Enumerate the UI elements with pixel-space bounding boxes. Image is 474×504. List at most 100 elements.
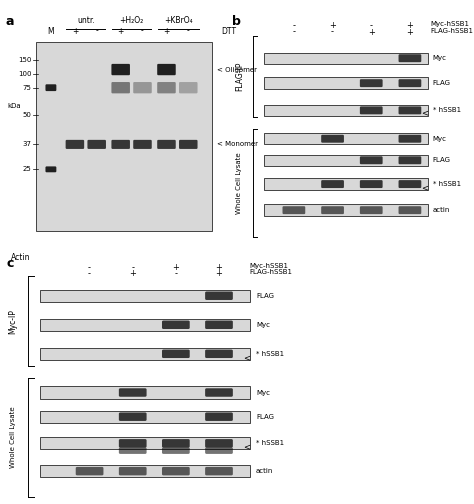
Text: 150: 150 bbox=[18, 57, 31, 64]
Bar bbox=[264, 205, 428, 216]
FancyBboxPatch shape bbox=[205, 439, 233, 448]
FancyBboxPatch shape bbox=[205, 412, 233, 421]
Text: FLAG: FLAG bbox=[256, 414, 274, 420]
FancyBboxPatch shape bbox=[360, 180, 383, 188]
Text: Myc: Myc bbox=[433, 55, 447, 61]
Text: +: + bbox=[216, 263, 222, 272]
Bar bbox=[40, 319, 250, 331]
Text: -: - bbox=[331, 28, 334, 37]
Bar bbox=[264, 133, 428, 145]
Text: < Oligomer: < Oligomer bbox=[217, 67, 256, 73]
FancyBboxPatch shape bbox=[399, 180, 421, 188]
FancyBboxPatch shape bbox=[111, 254, 130, 262]
Text: < Monomer: < Monomer bbox=[217, 142, 257, 147]
FancyBboxPatch shape bbox=[87, 140, 106, 149]
Text: <: < bbox=[243, 443, 250, 452]
FancyBboxPatch shape bbox=[321, 206, 344, 214]
Text: -: - bbox=[88, 269, 91, 278]
FancyBboxPatch shape bbox=[179, 140, 198, 149]
Bar bbox=[40, 290, 250, 302]
FancyBboxPatch shape bbox=[205, 350, 233, 358]
FancyBboxPatch shape bbox=[179, 254, 198, 262]
FancyBboxPatch shape bbox=[399, 135, 421, 143]
FancyBboxPatch shape bbox=[399, 79, 421, 87]
Text: Actin: Actin bbox=[10, 254, 30, 262]
Text: -: - bbox=[131, 263, 134, 272]
Bar bbox=[36, 42, 212, 231]
Text: -: - bbox=[141, 27, 144, 36]
FancyBboxPatch shape bbox=[162, 321, 190, 329]
FancyBboxPatch shape bbox=[162, 467, 190, 475]
Text: -: - bbox=[88, 263, 91, 272]
FancyBboxPatch shape bbox=[283, 206, 305, 214]
FancyBboxPatch shape bbox=[111, 64, 130, 75]
FancyBboxPatch shape bbox=[46, 84, 56, 91]
FancyBboxPatch shape bbox=[111, 82, 130, 93]
Text: +: + bbox=[329, 21, 336, 30]
FancyBboxPatch shape bbox=[157, 140, 176, 149]
FancyBboxPatch shape bbox=[119, 447, 146, 454]
FancyBboxPatch shape bbox=[119, 412, 146, 421]
Text: Myc-hSSB1: Myc-hSSB1 bbox=[250, 263, 289, 269]
FancyBboxPatch shape bbox=[133, 82, 152, 93]
FancyBboxPatch shape bbox=[360, 206, 383, 214]
Text: <: < bbox=[421, 109, 428, 118]
Text: FLAG: FLAG bbox=[256, 293, 274, 299]
Text: +: + bbox=[118, 27, 124, 36]
Bar bbox=[264, 178, 428, 190]
Text: +: + bbox=[368, 28, 374, 37]
Text: +: + bbox=[407, 28, 413, 37]
FancyBboxPatch shape bbox=[133, 140, 152, 149]
Text: M: M bbox=[47, 27, 54, 36]
Text: Myc-hSSB1: Myc-hSSB1 bbox=[430, 21, 469, 27]
FancyBboxPatch shape bbox=[119, 439, 146, 448]
Bar bbox=[36, 242, 212, 274]
Bar bbox=[264, 52, 428, 64]
FancyBboxPatch shape bbox=[321, 135, 344, 143]
FancyBboxPatch shape bbox=[179, 82, 198, 93]
FancyBboxPatch shape bbox=[360, 79, 383, 87]
Text: -: - bbox=[95, 27, 98, 36]
Text: b: b bbox=[232, 15, 241, 28]
Text: 37: 37 bbox=[22, 142, 31, 147]
FancyBboxPatch shape bbox=[119, 467, 146, 475]
Bar bbox=[264, 78, 428, 89]
Text: FLAG-IP: FLAG-IP bbox=[235, 61, 244, 91]
Text: +: + bbox=[72, 27, 78, 36]
Bar bbox=[40, 387, 250, 399]
Text: * hSSB1: * hSSB1 bbox=[433, 181, 461, 187]
FancyBboxPatch shape bbox=[399, 156, 421, 164]
Text: 50: 50 bbox=[22, 112, 31, 118]
FancyBboxPatch shape bbox=[162, 350, 190, 358]
Text: Myc-IP: Myc-IP bbox=[8, 309, 17, 334]
FancyBboxPatch shape bbox=[162, 439, 190, 448]
FancyBboxPatch shape bbox=[65, 254, 84, 262]
Bar bbox=[40, 348, 250, 360]
FancyBboxPatch shape bbox=[162, 447, 190, 454]
FancyBboxPatch shape bbox=[157, 82, 176, 93]
Text: -: - bbox=[370, 21, 373, 30]
Text: actin: actin bbox=[256, 468, 273, 474]
Text: Whole Cell Lysate: Whole Cell Lysate bbox=[236, 152, 242, 214]
FancyBboxPatch shape bbox=[76, 467, 103, 475]
FancyBboxPatch shape bbox=[133, 254, 152, 262]
Text: FLAG-hSSB1: FLAG-hSSB1 bbox=[430, 28, 474, 34]
Text: FLAG: FLAG bbox=[433, 80, 451, 86]
FancyBboxPatch shape bbox=[205, 291, 233, 300]
Text: FLAG-hSSB1: FLAG-hSSB1 bbox=[250, 269, 293, 275]
FancyBboxPatch shape bbox=[119, 388, 146, 397]
Text: * hSSB1: * hSSB1 bbox=[433, 107, 461, 113]
FancyBboxPatch shape bbox=[65, 140, 84, 149]
Bar bbox=[264, 155, 428, 166]
Text: +: + bbox=[163, 27, 170, 36]
FancyBboxPatch shape bbox=[205, 447, 233, 454]
Text: 75: 75 bbox=[22, 85, 31, 91]
FancyBboxPatch shape bbox=[399, 54, 421, 62]
FancyBboxPatch shape bbox=[399, 106, 421, 114]
Text: 100: 100 bbox=[18, 71, 31, 77]
Text: a: a bbox=[5, 15, 14, 28]
Text: Myc: Myc bbox=[256, 322, 270, 328]
FancyBboxPatch shape bbox=[205, 321, 233, 329]
FancyBboxPatch shape bbox=[46, 166, 56, 172]
FancyBboxPatch shape bbox=[205, 467, 233, 475]
